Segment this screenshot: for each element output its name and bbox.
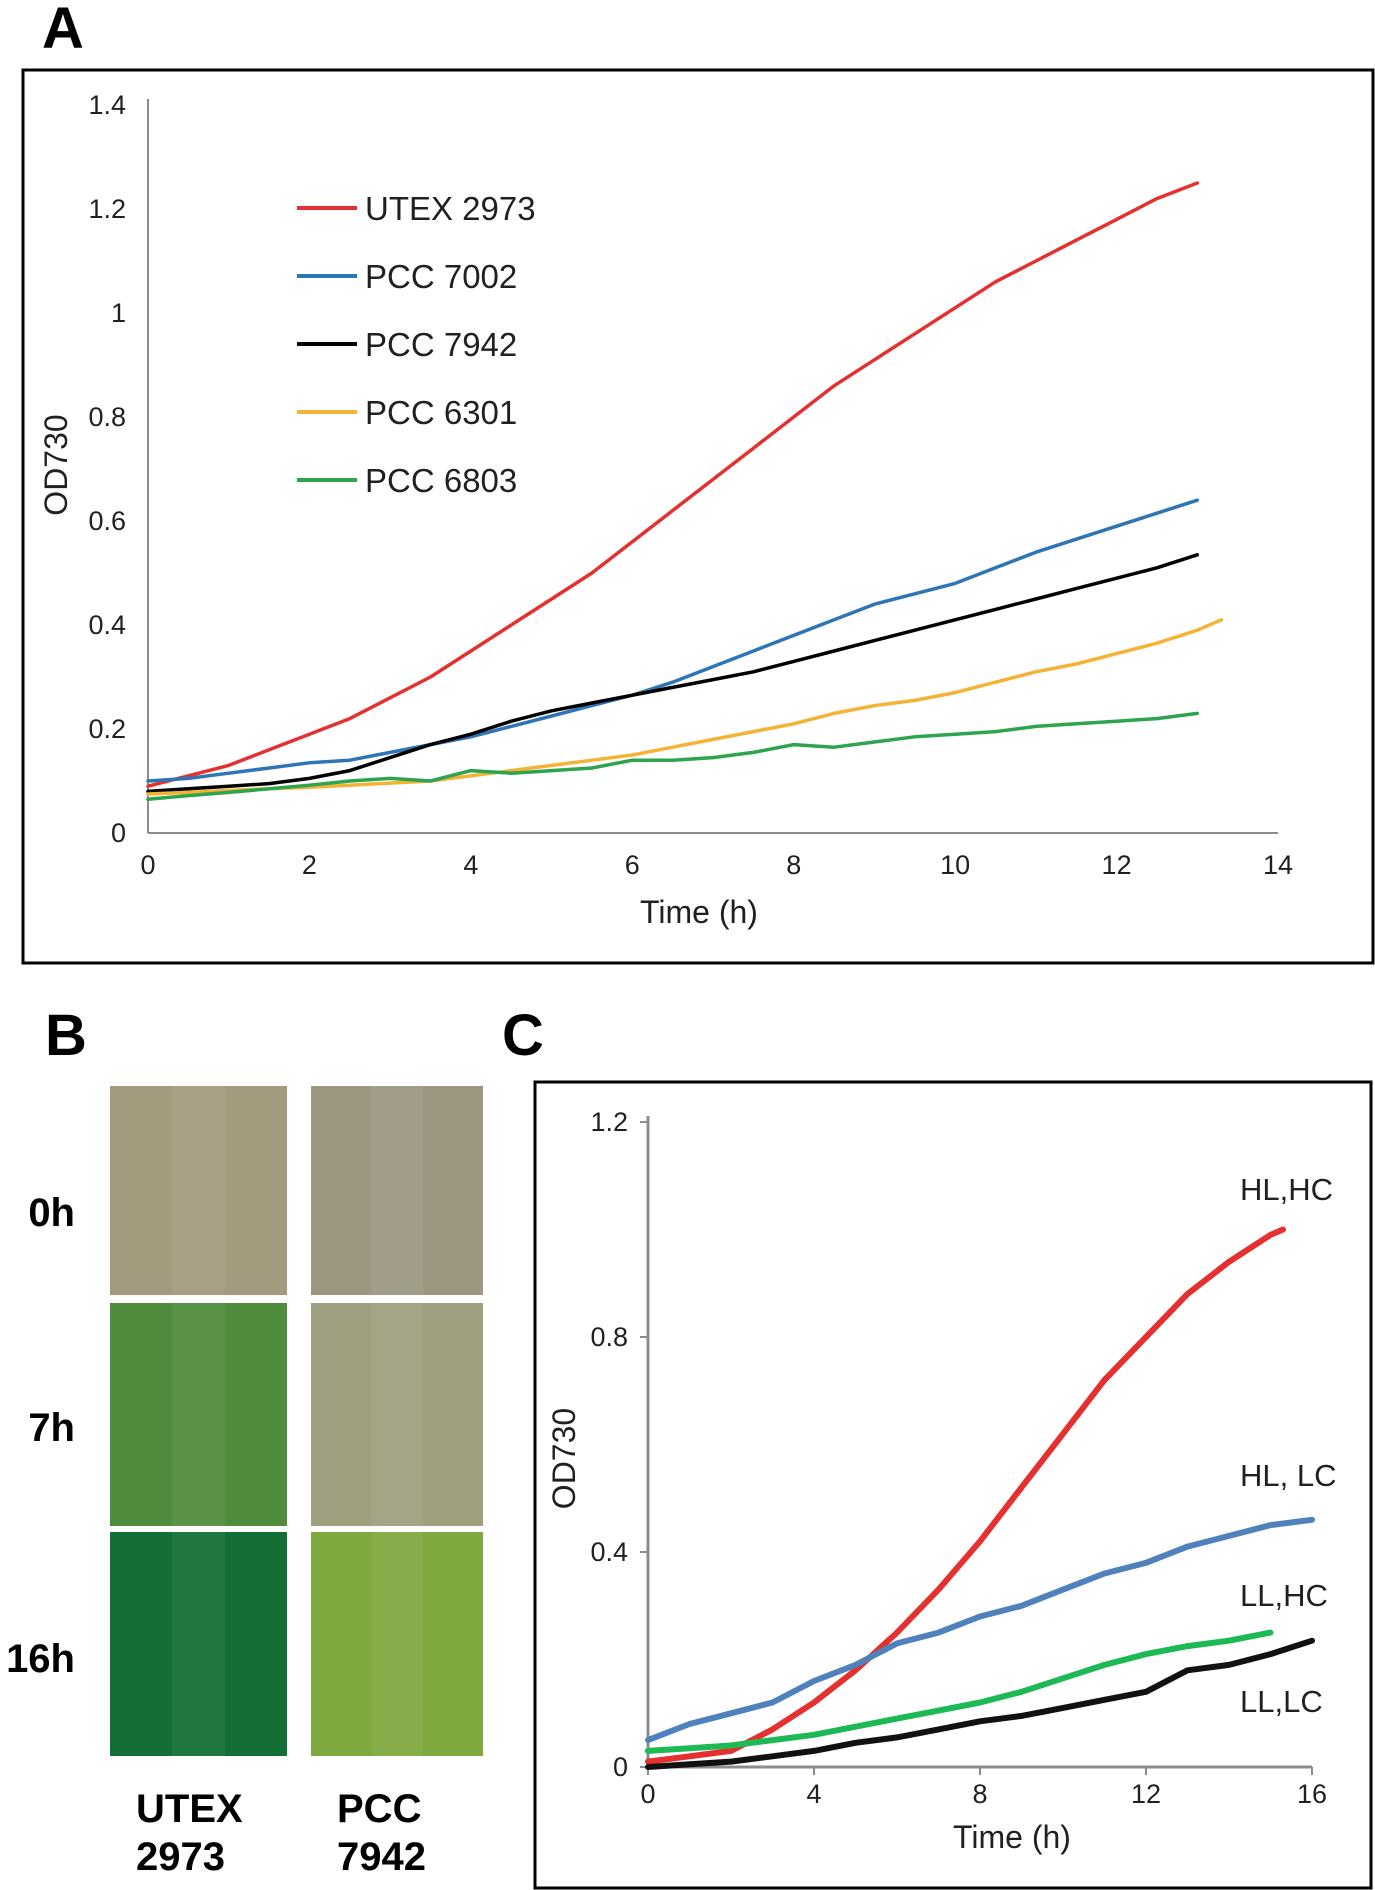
y-tick-label: 0 [111,818,126,848]
panel-letter-a: A [42,0,84,61]
legend-label: PCC 6803 [365,462,517,499]
panel-letter-c: C [502,1003,544,1068]
series-line-4 [645,1637,1315,1770]
photo-highlight [171,1303,226,1526]
culture-photo [110,1532,287,1756]
panel-letter-b: B [45,1003,87,1068]
time-label: 7h [28,1406,75,1450]
series-label: HL,HC [1240,1172,1333,1207]
y-tick-label: 1.4 [88,90,126,120]
panel-c-frame [533,1080,1373,1890]
x-tick-label: 16 [1297,1779,1327,1809]
x-tick-label: 0 [140,850,155,880]
series-label: LL,HC [1240,1578,1328,1613]
panel-a-frame [21,68,1375,965]
legend-label: PCC 7002 [365,258,517,295]
x-tick-label: 4 [806,1779,821,1809]
series-line-3 [146,553,1200,794]
y-tick-label: 0.8 [590,1322,628,1352]
y-axis-label: OD730 [546,1408,582,1509]
series-line-5 [146,711,1200,801]
y-tick-label: 1.2 [590,1107,628,1137]
y-tick-label: 1 [111,298,126,328]
photo-highlight [371,1532,423,1756]
series-line-4 [146,618,1224,796]
panel-c-chart: 0 0.4 0.8 1.2 0 4 8 12 16 Time (h) OD730 HL,HC HL, L… [546,1107,1336,1855]
x-axis-label: Time (h) [640,894,758,930]
y-tick-label: 0.2 [88,714,126,744]
legend-label: PCC 6301 [365,394,517,431]
strain-label-line2: 7942 [337,1835,426,1879]
photo-highlight [171,1532,226,1756]
x-tick-label: 12 [1102,850,1132,880]
time-label: 0h [28,1191,75,1235]
legend-label: PCC 7942 [365,326,517,363]
series-label: LL,LC [1240,1684,1323,1719]
y-tick-label: 0.4 [590,1537,628,1567]
strain-label-line2: 2973 [136,1835,225,1879]
y-tick-label: 1.2 [88,194,126,224]
culture-photo [311,1086,483,1295]
culture-photo [110,1086,287,1295]
strain-label-line1: UTEX [136,1787,243,1831]
y-axis-label: OD730 [38,414,74,515]
x-tick-label: 8 [972,1779,987,1809]
x-tick-label: 6 [625,850,640,880]
strain-label-line1: PCC [337,1787,421,1831]
x-tick-label: 2 [302,850,317,880]
time-label: 16h [6,1637,75,1681]
culture-photo [311,1532,483,1756]
photo-highlight [371,1303,423,1526]
x-tick-label: 10 [940,850,970,880]
photo-highlight [371,1086,423,1295]
series-line-2 [645,1516,1315,1744]
y-tick-label: 0 [613,1752,628,1782]
photo-highlight [171,1086,226,1295]
y-tick-label: 0.8 [88,402,126,432]
x-tick-label: 8 [786,850,801,880]
y-tick-label: 0.6 [88,506,126,536]
x-tick-label: 4 [463,850,478,880]
x-axis-label: Time (h) [953,1819,1071,1855]
legend-label: UTEX 2973 [365,190,536,227]
x-tick-label: 12 [1131,1779,1161,1809]
panel-a-chart: 0 0.2 0.4 0.6 0.8 1 1.2 1.4 0 2 4 6 8 10 12 14 Time (h) O… [38,90,1293,930]
series-line-1 [645,1226,1286,1765]
series-line-2 [146,498,1200,783]
y-tick-label: 0.4 [88,610,126,640]
series-line-3 [645,1629,1274,1754]
series-label: HL, LC [1240,1458,1336,1493]
culture-photo [311,1303,483,1526]
x-tick-label: 14 [1263,850,1293,880]
x-tick-label: 0 [640,1779,655,1809]
series-line-1 [146,181,1200,788]
culture-photo [110,1303,287,1526]
